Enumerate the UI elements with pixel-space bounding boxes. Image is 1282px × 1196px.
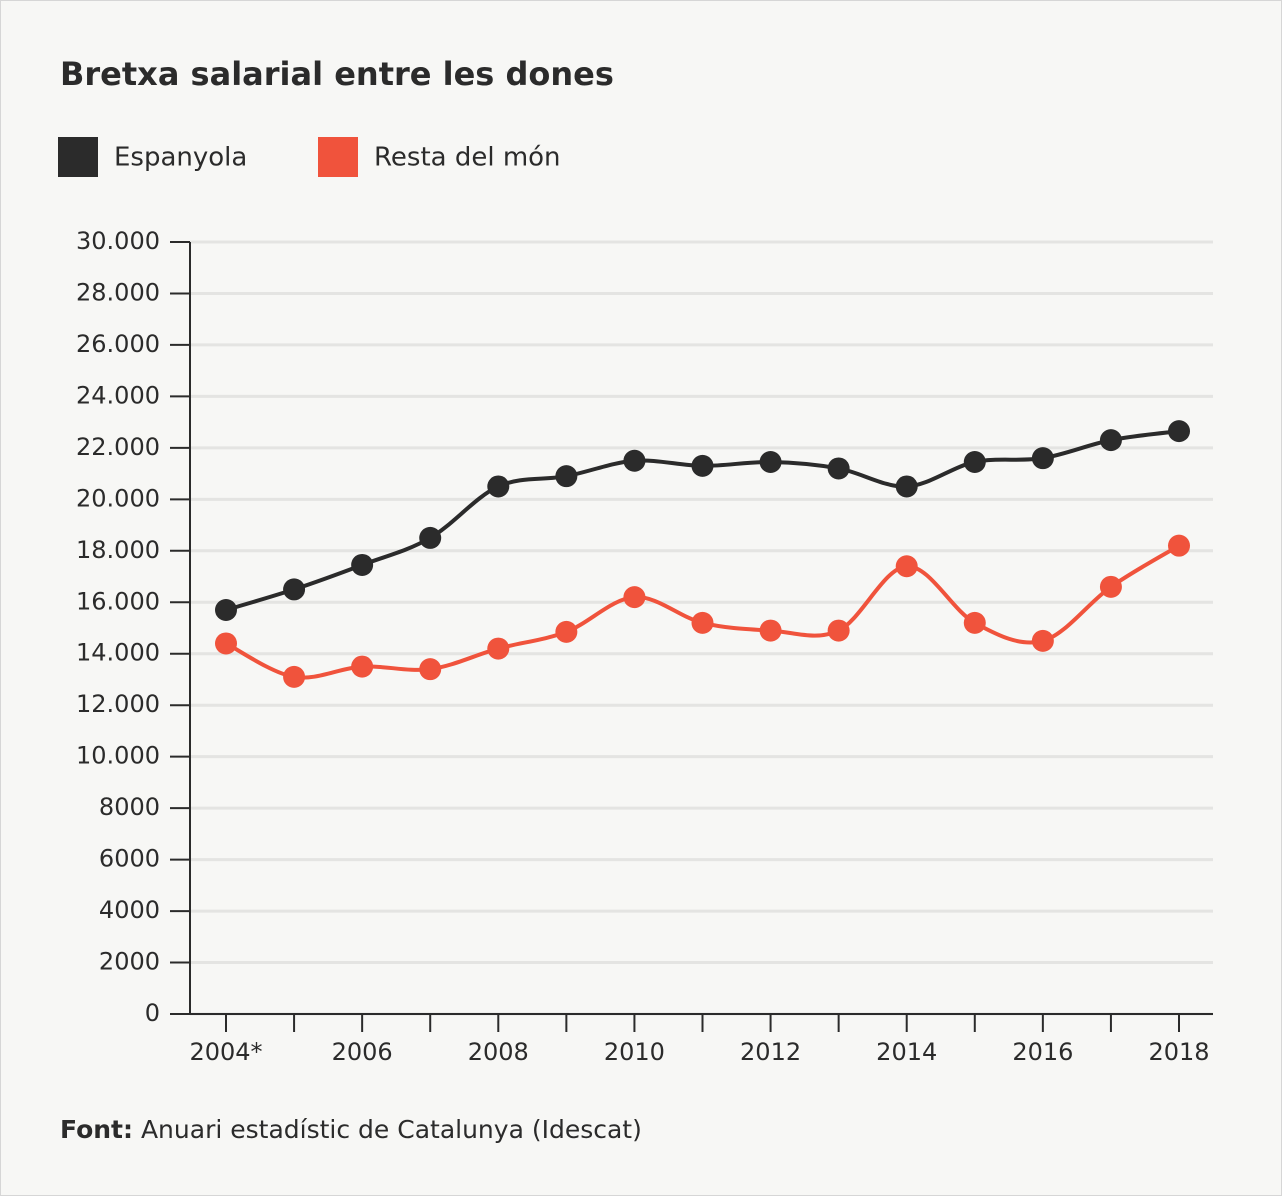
y-tick-label: 24.000 bbox=[76, 381, 160, 409]
y-tick-label: 28.000 bbox=[76, 278, 160, 306]
y-tick-label: 26.000 bbox=[76, 330, 160, 358]
data-point bbox=[1031, 447, 1054, 470]
y-tick-label: 8000 bbox=[99, 793, 160, 821]
data-point bbox=[487, 637, 510, 660]
data-point bbox=[419, 658, 442, 681]
x-tick-label: 2006 bbox=[332, 1038, 393, 1066]
data-point bbox=[963, 611, 986, 634]
legend-label: Resta del món bbox=[374, 143, 561, 173]
data-point bbox=[215, 598, 237, 621]
data-point bbox=[555, 620, 578, 643]
data-point bbox=[1099, 429, 1122, 452]
data-point bbox=[351, 553, 374, 576]
source-label: Font: bbox=[60, 1115, 133, 1144]
x-tick-label: 2010 bbox=[604, 1038, 665, 1066]
data-point bbox=[283, 578, 306, 601]
data-point bbox=[1031, 629, 1054, 652]
data-point bbox=[895, 475, 918, 498]
data-point bbox=[623, 586, 646, 609]
x-tick-label: 2018 bbox=[1148, 1038, 1209, 1066]
legend-swatch bbox=[318, 137, 358, 177]
y-tick-label: 6000 bbox=[99, 845, 160, 873]
y-tick-label: 12.000 bbox=[76, 690, 160, 718]
y-tick-label: 4000 bbox=[99, 896, 160, 924]
y-tick-label: 20.000 bbox=[76, 484, 160, 512]
data-point bbox=[1168, 534, 1190, 557]
legend-swatch bbox=[58, 137, 98, 177]
y-tick-label: 16.000 bbox=[76, 587, 160, 615]
x-tick-label: 2008 bbox=[468, 1038, 529, 1066]
data-point bbox=[759, 451, 782, 474]
data-point bbox=[215, 632, 237, 655]
chart-title: Bretxa salarial entre les dones bbox=[60, 55, 614, 93]
data-point bbox=[895, 555, 918, 578]
y-tick-label: 10.000 bbox=[76, 742, 160, 770]
x-tick-label: 2016 bbox=[1012, 1038, 1073, 1066]
source-text: Anuari estadístic de Catalunya (Idescat) bbox=[141, 1115, 642, 1144]
source: Font: Anuari estadístic de Catalunya (Id… bbox=[60, 1115, 642, 1144]
y-tick-label: 22.000 bbox=[76, 433, 160, 461]
data-point bbox=[283, 665, 306, 688]
data-point bbox=[691, 611, 714, 634]
data-point bbox=[827, 619, 850, 642]
y-tick-label: 30.000 bbox=[76, 227, 160, 255]
data-point bbox=[487, 475, 510, 498]
y-tick-label: 18.000 bbox=[76, 536, 160, 564]
x-tick-label: 2014 bbox=[876, 1038, 937, 1066]
data-point bbox=[351, 655, 374, 678]
data-point bbox=[759, 619, 782, 642]
data-point bbox=[691, 454, 714, 477]
data-point bbox=[1099, 575, 1122, 598]
data-point bbox=[555, 465, 578, 488]
data-point bbox=[419, 526, 442, 549]
data-point bbox=[623, 449, 646, 472]
y-tick-label: 0 bbox=[145, 999, 160, 1027]
data-point bbox=[1168, 420, 1190, 443]
data-point bbox=[963, 451, 986, 474]
data-point bbox=[827, 457, 850, 480]
y-tick-label: 14.000 bbox=[76, 639, 160, 667]
y-tick-label: 2000 bbox=[99, 948, 160, 976]
x-tick-label: 2004* bbox=[189, 1038, 262, 1066]
x-tick-label: 2012 bbox=[740, 1038, 801, 1066]
legend-label: Espanyola bbox=[114, 143, 247, 173]
